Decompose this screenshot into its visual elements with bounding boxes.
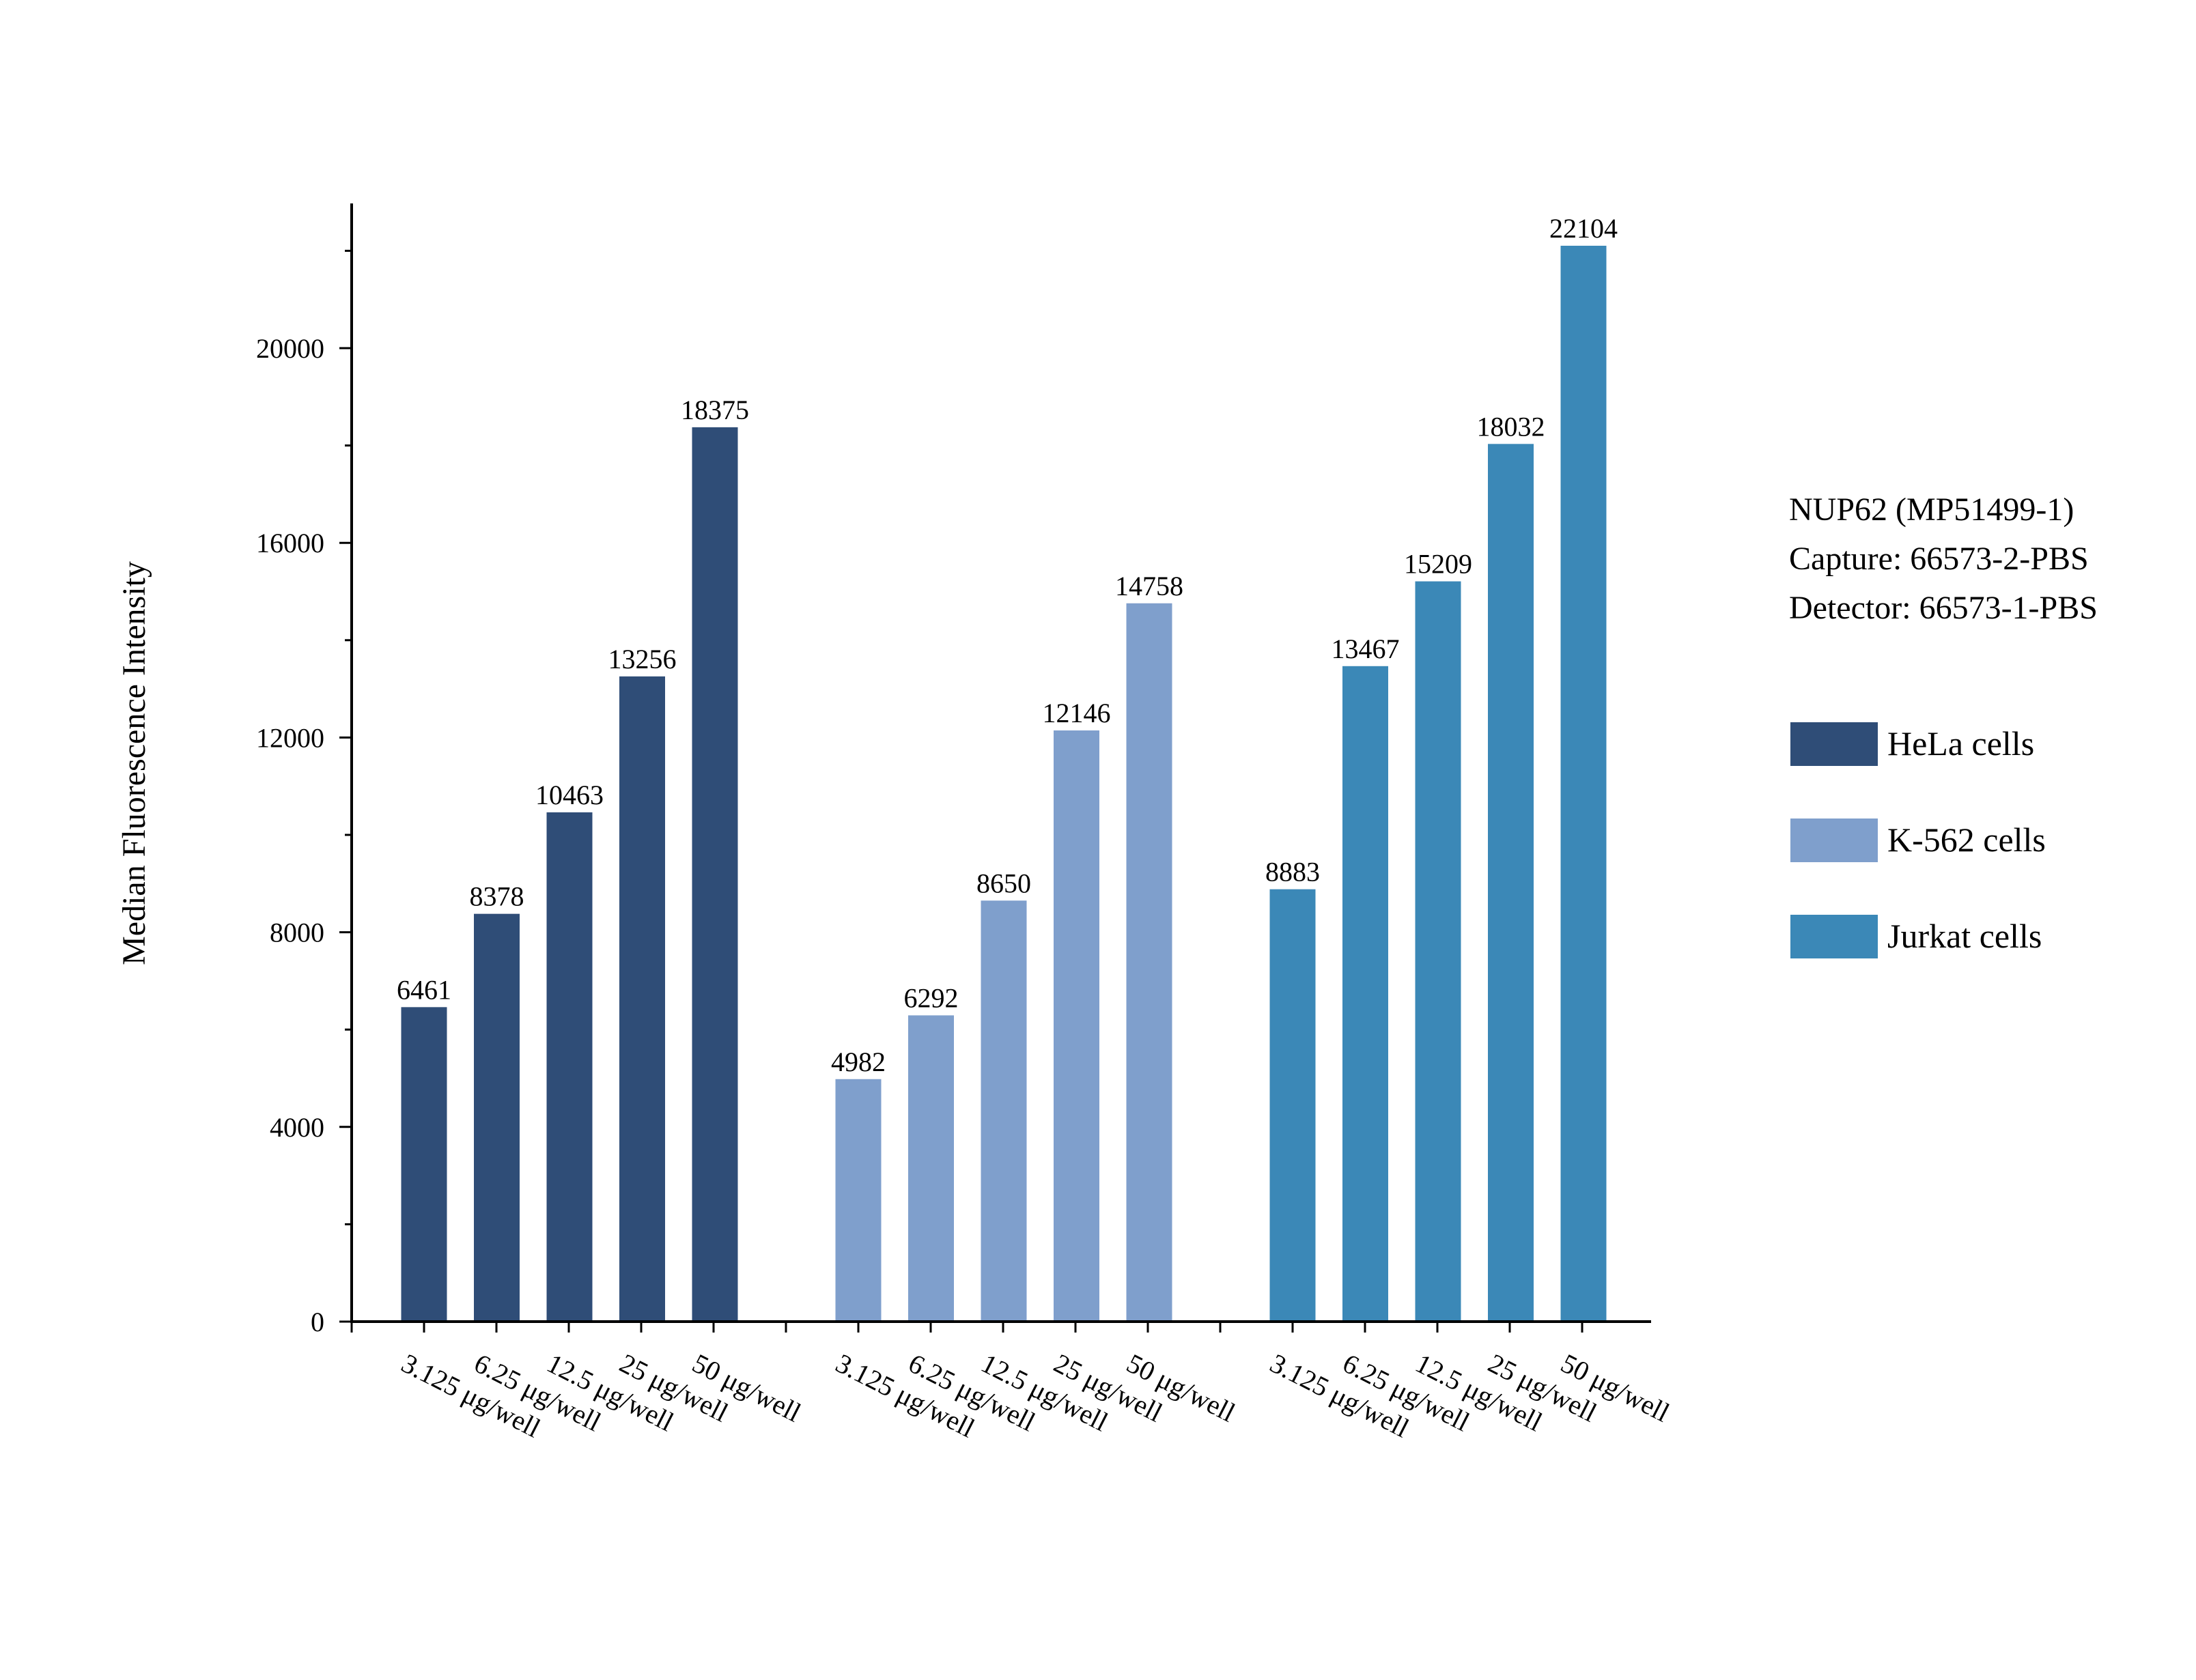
bar-value-label: 12146 xyxy=(1043,698,1111,728)
y-axis-title: Median Fluorescence Intensity xyxy=(116,561,152,965)
bar xyxy=(619,676,665,1322)
bar xyxy=(1415,581,1461,1322)
y-tick-label: 16000 xyxy=(256,528,324,558)
bar-value-label: 6461 xyxy=(397,974,451,1005)
bar xyxy=(1269,889,1316,1322)
bar xyxy=(908,1015,954,1322)
x-ticks-layer xyxy=(350,1322,1583,1333)
bar xyxy=(1488,444,1534,1322)
bar-value-label: 13256 xyxy=(608,644,677,674)
info-line-capture: Capture: 66573-2-PBS xyxy=(1789,541,2089,577)
bar xyxy=(981,900,1027,1322)
y-ticks-layer: 0 4000 8000 12000 16000 20000 xyxy=(256,249,352,1337)
bar-value-label: 8650 xyxy=(976,868,1031,898)
legend: HeLa cells K-562 cells Jurkat cells xyxy=(1790,722,2046,958)
bar xyxy=(401,1007,447,1322)
bar-value-label: 22104 xyxy=(1549,213,1618,244)
y-tick-label: 4000 xyxy=(270,1112,324,1143)
bar-value-label: 13467 xyxy=(1332,633,1400,664)
bar-value-label: 14758 xyxy=(1115,571,1183,601)
bar-value-label: 6292 xyxy=(904,982,959,1013)
legend-swatch xyxy=(1790,818,1878,862)
y-tick-label: 0 xyxy=(311,1307,324,1337)
bar xyxy=(1560,245,1607,1322)
chart-info-block: NUP62 (MP51499-1) Capture: 66573-2-PBS D… xyxy=(1789,492,2098,626)
legend-swatch xyxy=(1790,722,1878,766)
bar xyxy=(835,1079,882,1322)
legend-swatch xyxy=(1790,915,1878,958)
legend-label: Jurkat cells xyxy=(1887,917,2042,955)
value-labels-layer: 6461 8378 10463 13256 18375 4982 6292 8650 12146… xyxy=(397,213,1618,1077)
info-line-protein: NUP62 (MP51499-1) xyxy=(1789,492,2074,528)
y-tick-label: 12000 xyxy=(256,722,324,753)
bar xyxy=(1054,730,1099,1322)
bars-layer xyxy=(401,245,1607,1322)
bar-value-label: 18375 xyxy=(681,395,749,425)
bar-value-label: 18032 xyxy=(1477,411,1545,442)
bar-value-label: 10463 xyxy=(535,780,604,810)
y-tick-label: 8000 xyxy=(270,917,324,948)
bar xyxy=(474,913,520,1322)
bar xyxy=(1126,603,1172,1322)
legend-label: K-562 cells xyxy=(1887,821,2046,859)
info-line-detector: Detector: 66573-1-PBS xyxy=(1789,590,2098,626)
legend-label: HeLa cells xyxy=(1887,724,2034,763)
bar xyxy=(546,812,593,1322)
axes-layer xyxy=(350,203,1651,1323)
bar xyxy=(692,427,738,1322)
y-tick-label: 20000 xyxy=(256,333,324,364)
bar-value-label: 15209 xyxy=(1404,549,1472,580)
bar-value-label: 8883 xyxy=(1265,857,1320,887)
bar-value-label: 8378 xyxy=(470,881,524,912)
bar-value-label: 4982 xyxy=(831,1047,886,1077)
bar xyxy=(1342,666,1388,1322)
